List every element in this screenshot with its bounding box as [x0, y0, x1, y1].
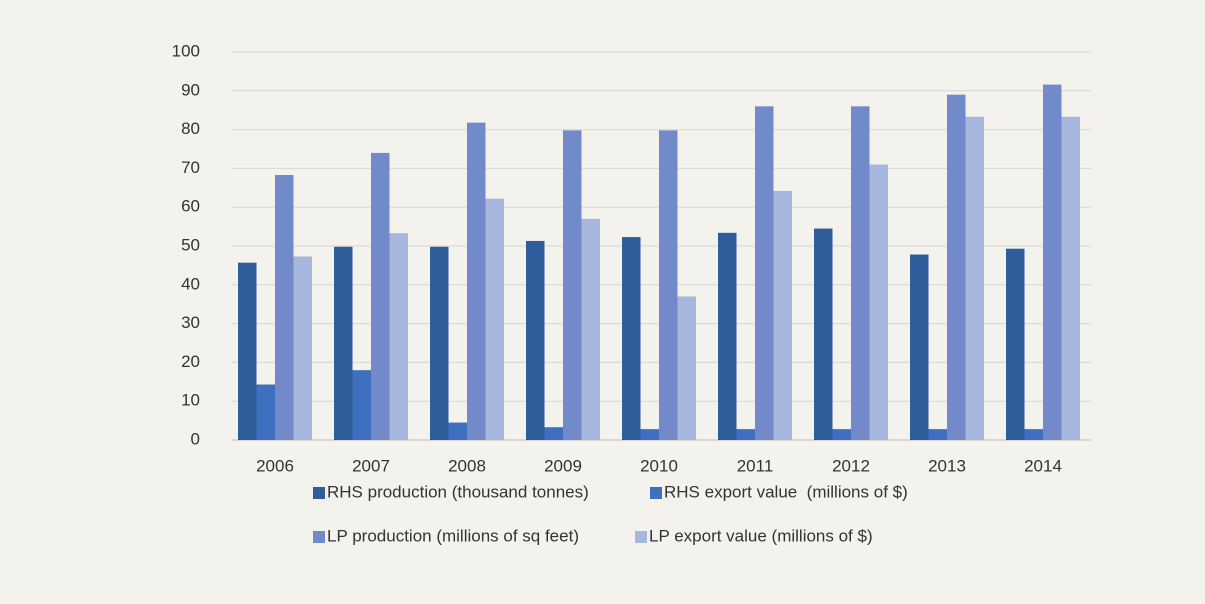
bar: [352, 370, 371, 440]
bar: [293, 256, 312, 440]
bar: [334, 246, 353, 440]
y-tick-label: 10: [181, 391, 200, 410]
legend-swatch: [635, 531, 647, 543]
bar: [814, 228, 833, 440]
x-tick-label: 2006: [256, 456, 294, 475]
x-tick-label: 2008: [448, 456, 486, 475]
bar: [659, 130, 678, 440]
y-tick-label: 70: [181, 158, 200, 177]
bar: [851, 106, 870, 440]
y-tick-label: 0: [191, 429, 200, 448]
bar: [544, 427, 563, 440]
bar: [430, 246, 449, 440]
legend-swatch: [650, 487, 662, 499]
x-tick-label: 2013: [928, 456, 966, 475]
bar: [485, 198, 504, 440]
bar: [526, 240, 545, 440]
bar: [755, 106, 774, 440]
bar: [869, 164, 888, 440]
legend-swatch: [313, 531, 325, 543]
bar: [389, 233, 408, 440]
legend-label: RHS production (thousand tonnes): [327, 482, 589, 501]
y-tick-label: 90: [181, 80, 200, 99]
bar: [677, 296, 696, 440]
bar: [581, 218, 600, 440]
legend-label: LP export value (millions of $): [649, 526, 873, 545]
y-tick-label: 30: [181, 313, 200, 332]
bar: [773, 190, 792, 440]
bar: [965, 116, 984, 441]
bar: [467, 122, 486, 440]
x-tick-label: 2014: [1024, 456, 1062, 475]
bar: [1024, 429, 1043, 440]
bar: [1043, 84, 1062, 440]
x-tick-label: 2010: [640, 456, 678, 475]
legend-swatch: [313, 487, 325, 499]
bar: [1061, 116, 1080, 441]
bar: [718, 232, 737, 440]
bar: [448, 422, 467, 440]
bar: [371, 152, 390, 440]
bar: [1006, 248, 1025, 440]
x-tick-label: 2009: [544, 456, 582, 475]
bar: [275, 174, 294, 440]
y-tick-label: 80: [181, 119, 200, 138]
bar: [640, 429, 659, 440]
legend-label: LP production (millions of sq feet): [327, 526, 579, 545]
bar: [910, 254, 929, 440]
y-tick-label: 50: [181, 235, 200, 254]
bar: [256, 384, 275, 440]
x-tick-label: 2007: [352, 456, 390, 475]
legend-label: RHS export value (millions of $): [664, 482, 908, 501]
x-tick-label: 2011: [737, 456, 774, 475]
bar: [622, 237, 641, 440]
bar: [928, 429, 947, 440]
bar: [832, 429, 851, 440]
bar: [238, 262, 257, 440]
bar: [736, 429, 755, 440]
bar: [947, 94, 966, 441]
y-tick-label: 20: [181, 352, 200, 371]
y-tick-label: 40: [181, 274, 200, 293]
y-tick-label: 60: [181, 197, 200, 216]
bar: [563, 130, 582, 440]
y-tick-label: 100: [172, 41, 200, 60]
x-tick-label: 2012: [832, 456, 870, 475]
